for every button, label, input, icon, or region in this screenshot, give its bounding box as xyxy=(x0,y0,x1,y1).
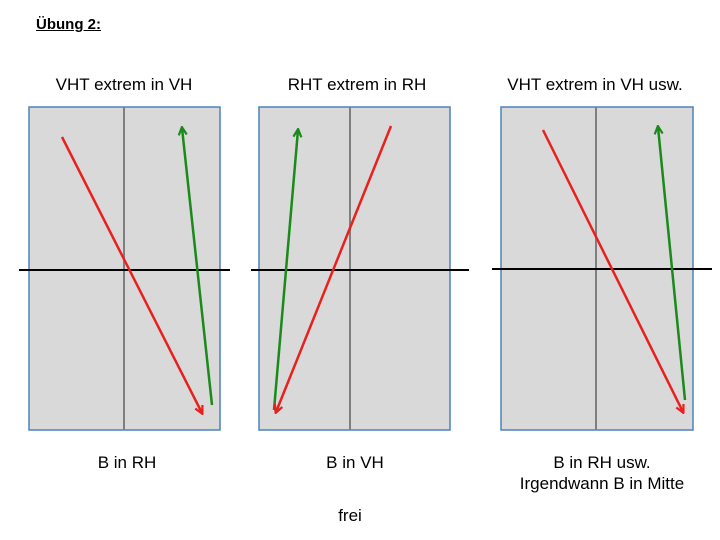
panel-2-caption-line-1: B in VH xyxy=(326,453,384,472)
exercise-heading: Übung 2: xyxy=(36,16,101,33)
panel-1-caption-line-1: B in RH xyxy=(97,453,157,472)
panel-3-caption-line-2: Irgendwann B in Mitte xyxy=(519,474,685,493)
panel-3-title: VHT extrem in VH usw. xyxy=(507,75,683,94)
panel-3-red-arrow xyxy=(541,129,683,412)
panel-2-red-arrow xyxy=(276,125,393,412)
panel-2-caption: B in VH xyxy=(235,452,475,473)
panel-1-title: VHT extrem in VH xyxy=(55,75,193,94)
panel-1-green-arrow xyxy=(182,128,214,406)
panel-1-caption: B in RH xyxy=(7,452,247,473)
panel-2-title: RHT extrem in RH xyxy=(287,75,427,94)
panel-3-green-arrow xyxy=(658,127,687,401)
panel-3-caption-line-1: B in RH usw. xyxy=(553,453,651,472)
panel-3 xyxy=(492,106,712,431)
panel-2 xyxy=(251,106,469,431)
panel-2-green-arrow xyxy=(272,130,298,411)
panel-1-red-arrow xyxy=(60,136,202,413)
panel-1 xyxy=(19,106,230,431)
footer-label: frei xyxy=(338,506,362,525)
panel-3-caption: B in RH usw. Irgendwann B in Mitte xyxy=(482,452,720,494)
